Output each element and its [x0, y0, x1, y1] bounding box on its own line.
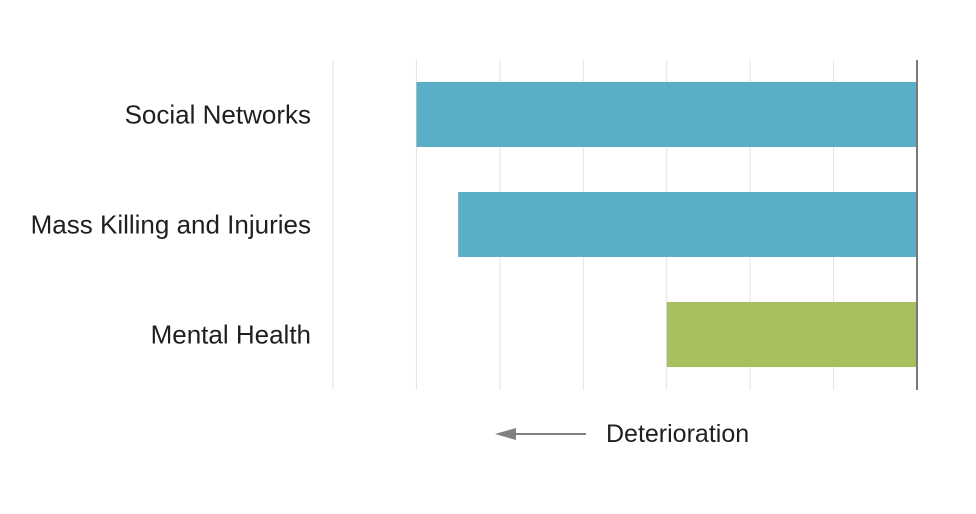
category-label: Mental Health: [151, 320, 311, 350]
bar-mental-health: [666, 302, 917, 367]
annotation: Deterioration: [495, 420, 749, 448]
category-label: Mass Killing and Injuries: [31, 210, 311, 240]
bar-social-networks: [416, 82, 917, 147]
annotation-label: Deterioration: [606, 420, 749, 448]
category-label: Social Networks: [125, 100, 311, 130]
bar-mass-killing-and-injuries: [458, 192, 917, 257]
arrow-head-icon: [495, 428, 516, 440]
category-labels: Social Networks Mass Killing and Injuries…: [31, 100, 311, 350]
bars: [416, 82, 917, 367]
